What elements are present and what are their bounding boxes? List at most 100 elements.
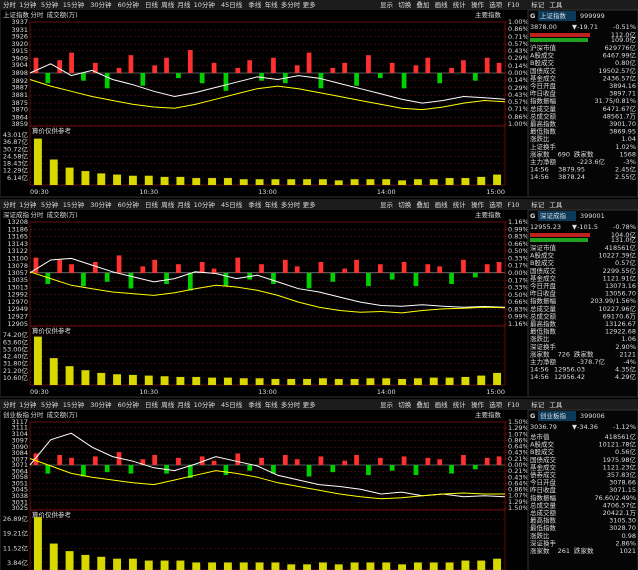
timeframe-tab[interactable]: 10分钟 [194,400,216,409]
timeframe-tab[interactable]: 月线 [177,400,191,409]
chart-tab[interactable]: 上证指数 [3,10,30,19]
timeframe-tab[interactable]: 60分钟 [118,200,140,209]
tool-button[interactable]: 统计 [453,400,467,409]
y-tick-label: 3881 [11,91,28,99]
timeframe-tab[interactable]: 年线 [265,0,279,9]
timeframe-tab[interactable]: 5分钟 [41,400,59,409]
info-value: 203.99/1.56% [590,297,636,305]
volume-bar [350,378,359,385]
y-tick-label: 3915 [11,47,28,55]
y2-tick-label: 0.66% [508,240,529,248]
timeframe-tab[interactable]: 30分钟 [90,200,112,209]
timeframe-tab[interactable]: 日线 [145,400,159,409]
timeframe-tab[interactable]: 60分钟 [118,0,140,9]
timeframe-tab[interactable]: 10分钟 [194,0,216,9]
chart-tab[interactable]: 分时 [30,410,44,419]
timeframe-tab[interactable]: 更多 [303,0,317,9]
timeframe-tab[interactable]: 30分钟 [90,400,112,409]
tool-button[interactable]: 显示 [380,401,394,409]
timeframe-tab[interactable]: 多分时 [281,200,301,209]
tool-button[interactable]: 工具 [549,201,563,209]
tool-button[interactable]: 切换 [398,200,412,209]
breadth-bar [45,465,51,474]
volume-bar [271,179,280,185]
tool-button[interactable]: 显示 [380,201,394,209]
timeframe-tab[interactable]: 10分钟 [194,200,216,209]
timeframe-tab[interactable]: 45日线 [221,0,243,9]
tool-button[interactable]: F10 [507,401,519,409]
tool-button[interactable]: 画线 [435,0,449,9]
timeframe-tab[interactable]: 多分时 [281,400,301,409]
y2-tick-label: 0.86% [508,25,529,33]
count-1: 726 [558,350,570,358]
timeframe-tab[interactable]: 季线 [248,200,262,209]
timeframe-tab[interactable]: 30分钟 [90,0,112,9]
breadth-bar [354,73,359,86]
timeframe-tab[interactable]: 季线 [248,0,262,9]
timeframe-tab[interactable]: 5分钟 [41,200,59,209]
chart-tab[interactable]: 成交额(万) [47,210,78,219]
timeframe-tab[interactable]: 分时 [3,400,17,409]
tool-button[interactable]: 工具 [549,1,563,9]
chart-tab[interactable]: 深证成指 [3,210,30,219]
tool-button[interactable]: 标记 [531,0,545,9]
timeframe-tab[interactable]: 年线 [265,400,279,409]
chart-tab[interactable]: 分时 [30,10,44,19]
chart-tab[interactable]: 分时 [30,210,44,219]
tool-button[interactable]: 叠加 [416,0,429,9]
timeframe-tab[interactable]: 1分钟 [19,200,37,209]
timeframe-tab[interactable]: 周线 [161,200,175,209]
timeframe-tab[interactable]: 分时 [3,200,17,209]
tool-button[interactable]: 叠加 [416,400,429,409]
tool-button[interactable]: 叠加 [416,200,429,209]
timeframe-tab[interactable]: 15分钟 [63,0,85,9]
tool-button[interactable]: 标记 [531,400,545,409]
timeframe-tab[interactable]: 60分钟 [118,400,140,409]
tool-button[interactable]: 标记 [531,200,545,209]
chart-tab[interactable]: 成交额(万) [47,410,78,419]
info-label: 指数振幅 [530,493,557,502]
timeframe-tab[interactable]: 15分钟 [63,200,85,209]
timeframe-tab[interactable]: 分时 [3,0,17,9]
tool-button[interactable]: F10 [507,201,519,209]
trade-tick: 14:56 [530,373,549,381]
timeframe-tab[interactable]: 月线 [177,200,191,209]
chart-tab[interactable]: 创业板指 [3,410,30,419]
tool-button[interactable]: 工具 [549,401,563,409]
tool-button[interactable]: 操作 [471,200,485,209]
timeframe-tab[interactable]: 1分钟 [19,0,37,9]
tool-button[interactable]: 统计 [453,200,467,209]
timeframe-tab[interactable]: 季线 [248,400,262,409]
info-label: 最低指数 [530,127,557,136]
timeframe-tab[interactable]: 5分钟 [41,0,59,9]
timeframe-tab[interactable]: 周线 [161,0,175,9]
timeframe-tab[interactable]: 周线 [161,400,175,409]
timeframe-tab[interactable]: 多分时 [281,0,301,9]
tool-button[interactable]: 选项 [489,0,503,9]
tool-button[interactable]: 统计 [453,0,467,9]
tool-button[interactable]: 操作 [471,0,485,9]
tool-button[interactable]: 画线 [435,200,449,209]
tool-button[interactable]: 切换 [398,400,412,409]
timeframe-tab[interactable]: 45日线 [221,400,243,409]
tool-button[interactable]: 选项 [489,400,503,409]
tool-button[interactable]: 切换 [398,0,412,9]
timeframe-tab[interactable]: 1分钟 [19,400,37,409]
timeframe-tab[interactable]: 45日线 [221,200,243,209]
tool-button[interactable]: 操作 [471,400,485,409]
tool-button[interactable]: 选项 [489,200,503,209]
tool-button[interactable]: 画线 [435,400,449,409]
info-label: 昨日收盘 [530,289,557,298]
chart-tab[interactable]: 成交额(万) [47,10,78,19]
tool-button[interactable]: F10 [507,1,519,9]
timeframe-tab[interactable]: 日线 [145,200,159,209]
timeframe-tab[interactable]: 更多 [303,400,317,409]
timeframe-tab[interactable]: 年线 [265,200,279,209]
price-frame [29,421,506,570]
timeframe-tab[interactable]: 更多 [303,200,317,209]
timeframe-tab[interactable]: 15分钟 [63,400,85,409]
tool-button[interactable]: 显示 [380,1,394,9]
timeframe-tab[interactable]: 月线 [177,0,191,9]
info-value: 10227.96亿 [598,304,636,313]
timeframe-tab[interactable]: 日线 [145,0,159,9]
